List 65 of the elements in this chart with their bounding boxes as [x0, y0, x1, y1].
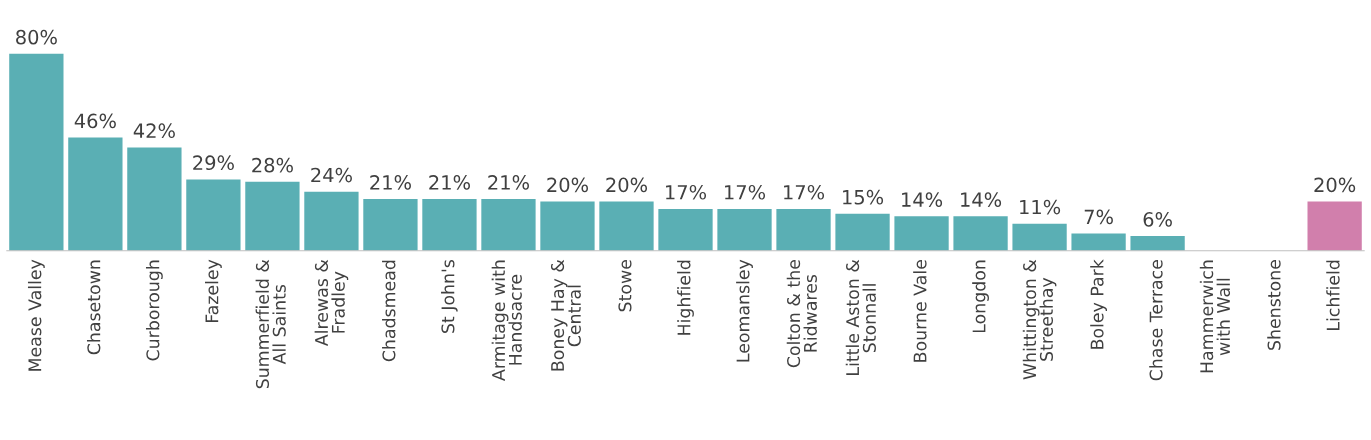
x-tick-label: Armitage with Handsacre [491, 260, 522, 381]
bar [422, 199, 477, 251]
data-label: 46% [74, 113, 116, 129]
bar [894, 216, 949, 251]
x-tick-label: Lichfield [1326, 260, 1340, 330]
bar [186, 179, 241, 251]
x-tick-label: Bourne Vale [913, 260, 927, 362]
x-tick-label: Chadsmead [382, 260, 396, 362]
bar [1012, 223, 1067, 251]
bar [127, 147, 182, 251]
x-tick-label: Whittington & Streethay [1022, 259, 1057, 380]
data-label: 21% [370, 175, 411, 190]
x-tick-label: Chase Terrace [1149, 260, 1163, 381]
data-label: 11% [1020, 199, 1061, 215]
x-tick-label: Hammerwich with Wall [1199, 260, 1231, 373]
bar [540, 201, 595, 251]
bar [835, 213, 890, 251]
data-label: 20% [1314, 177, 1356, 193]
x-tick-label: Leomansley [736, 259, 753, 362]
x-tick-label: Highfield [677, 260, 694, 335]
data-label: 28% [252, 157, 293, 173]
bar [776, 208, 831, 251]
bar [9, 53, 64, 251]
data-label: 17% [666, 184, 707, 200]
data-label: 17% [725, 184, 766, 200]
x-tick-label: Shenstone [1267, 260, 1281, 350]
bar [304, 191, 359, 251]
data-label: 29% [193, 155, 234, 171]
x-tick-label: Colton & the Ridwares [786, 260, 817, 368]
data-label: 24% [311, 167, 352, 183]
bar [245, 181, 300, 251]
x-tick-label: Mease Valley [27, 259, 45, 371]
data-label: 80% [16, 29, 57, 45]
bar [68, 137, 123, 251]
x-tick-label: Alrewas & Fradley [314, 259, 349, 347]
x-tick-label: Stowe [618, 260, 632, 312]
data-label: 6% [1143, 212, 1172, 227]
x-tick-label: Fazeley [205, 259, 222, 323]
bar [363, 199, 418, 251]
data-label: 14% [902, 192, 943, 208]
x-tick-label: Boney Hay & Central [550, 259, 581, 371]
data-label: 15% [843, 189, 884, 205]
bar [717, 208, 772, 251]
x-tick-label: Curborough [145, 260, 163, 361]
x-tick-label: Chasetown [86, 260, 101, 355]
data-label: 21% [429, 175, 470, 190]
data-label: 20% [547, 177, 589, 193]
bar [1307, 201, 1362, 251]
bar [599, 201, 654, 251]
bar [1071, 233, 1126, 251]
data-label: 21% [488, 175, 529, 190]
x-tick-label: Summerfield & All Saints [255, 259, 286, 389]
data-label: 14% [961, 192, 1002, 208]
data-label: 42% [133, 123, 175, 139]
x-tick-label: Longdon [972, 260, 989, 333]
bar [481, 199, 536, 251]
x-tick-label: Little Aston & Stonnall [845, 259, 876, 375]
x-tick-label: St John's [441, 259, 458, 333]
x-tick-label: Boley Park [1090, 259, 1107, 349]
bar [953, 216, 1008, 251]
bar [658, 208, 713, 251]
bar [1130, 236, 1185, 251]
data-label: 20% [606, 177, 648, 193]
data-label: 17% [784, 184, 825, 200]
data-label: 7% [1084, 209, 1113, 225]
